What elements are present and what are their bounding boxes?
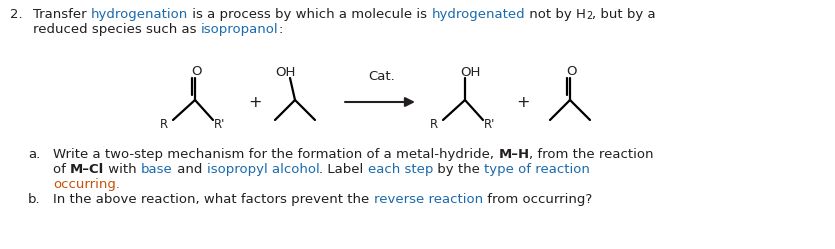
Text: O: O — [191, 65, 201, 78]
Text: hydrogenated: hydrogenated — [432, 8, 525, 21]
Text: is a process by which a molecule is: is a process by which a molecule is — [188, 8, 432, 21]
Text: +: + — [248, 95, 261, 110]
Text: R': R' — [214, 118, 225, 131]
Text: , but by a: , but by a — [592, 8, 655, 21]
Text: 2: 2 — [586, 11, 592, 21]
Text: isopropyl alcohol: isopropyl alcohol — [206, 163, 319, 176]
Text: type of reaction: type of reaction — [484, 163, 590, 176]
Text: Transfer: Transfer — [33, 8, 91, 21]
Text: and: and — [173, 163, 206, 176]
Text: hydrogenation: hydrogenation — [91, 8, 188, 21]
Text: b.: b. — [28, 193, 41, 206]
Text: occurring.: occurring. — [53, 178, 120, 191]
Text: by the: by the — [433, 163, 484, 176]
Text: In the above reaction, what factors prevent the: In the above reaction, what factors prev… — [53, 193, 373, 206]
Text: M–H: M–H — [498, 148, 529, 161]
Text: base: base — [141, 163, 173, 176]
Text: :: : — [278, 23, 283, 36]
Text: each step: each step — [368, 163, 433, 176]
Text: isopropanol: isopropanol — [200, 23, 278, 36]
Text: a.: a. — [28, 148, 40, 161]
Text: R: R — [430, 118, 438, 131]
Text: reverse reaction: reverse reaction — [373, 193, 483, 206]
Text: Cat.: Cat. — [368, 70, 395, 83]
Text: 2.: 2. — [10, 8, 23, 21]
Text: R: R — [160, 118, 168, 131]
Text: from occurring?: from occurring? — [483, 193, 592, 206]
Text: reduced species such as: reduced species such as — [33, 23, 200, 36]
Text: M–Cl: M–Cl — [70, 163, 104, 176]
Text: O: O — [566, 65, 576, 78]
Text: OH: OH — [460, 66, 480, 79]
Text: with: with — [104, 163, 141, 176]
Text: of: of — [53, 163, 70, 176]
Text: , from the reaction: , from the reaction — [529, 148, 654, 161]
Text: OH: OH — [275, 66, 296, 79]
Text: Write a two-step mechanism for the formation of a metal-hydride,: Write a two-step mechanism for the forma… — [53, 148, 498, 161]
Text: . Label: . Label — [319, 163, 368, 176]
Text: not by H: not by H — [525, 8, 586, 21]
Text: R': R' — [484, 118, 495, 131]
Text: +: + — [516, 95, 529, 110]
